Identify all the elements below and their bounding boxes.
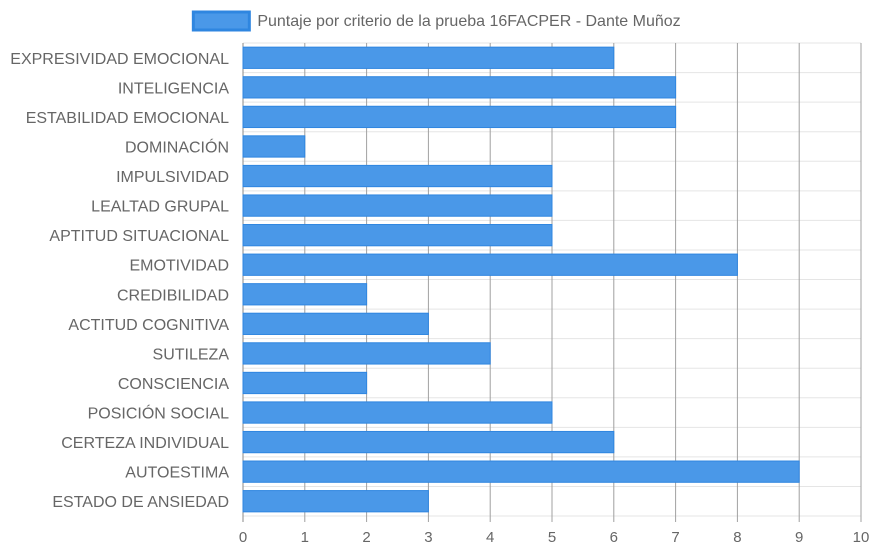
- category-label: IMPULSIVIDAD: [116, 169, 229, 186]
- category-label: POSICIÓN SOCIAL: [88, 404, 229, 423]
- category-label: INTELIGENCIA: [118, 80, 229, 97]
- category-label: CONSCIENCIA: [118, 376, 229, 393]
- category-label: CERTEZA INDIVIDUAL: [61, 435, 229, 452]
- category-label: ACTITUD COGNITIVA: [68, 317, 229, 334]
- bar[interactable]: [242, 460, 800, 483]
- x-tick-label: 1: [301, 529, 309, 546]
- bar[interactable]: [242, 135, 306, 158]
- bar[interactable]: [242, 224, 553, 247]
- bar[interactable]: [242, 430, 615, 454]
- x-tick-label: 10: [853, 529, 870, 546]
- category-label: EMOTIVIDAD: [129, 258, 229, 275]
- bar[interactable]: [242, 253, 738, 276]
- x-tick-label: 7: [671, 529, 679, 546]
- legend-label: Puntaje por criterio de la prueba 16FACP…: [257, 13, 680, 30]
- x-tick-label: 3: [424, 529, 432, 546]
- x-tick-label: 5: [548, 529, 556, 546]
- category-label: AUTOESTIMA: [125, 465, 229, 482]
- bar[interactable]: [242, 371, 368, 395]
- legend-swatch: [191, 10, 251, 32]
- bars: [242, 46, 800, 513]
- bar[interactable]: [242, 46, 615, 69]
- bar[interactable]: [242, 76, 677, 99]
- bar[interactable]: [242, 105, 677, 129]
- x-tick-label: 6: [610, 529, 618, 546]
- category-label: DOMINACIÓN: [125, 137, 229, 156]
- x-tick-label: 0: [239, 529, 247, 546]
- bar[interactable]: [242, 194, 553, 217]
- bar[interactable]: [242, 490, 429, 513]
- x-tick-label: 8: [733, 529, 741, 546]
- category-label: CREDIBILIDAD: [117, 287, 229, 304]
- x-tick-label: 4: [486, 529, 494, 546]
- category-label: SUTILEZA: [153, 346, 230, 363]
- bar[interactable]: [242, 342, 491, 365]
- x-tick-label: 9: [795, 529, 803, 546]
- category-label: ESTADO DE ANSIEDAD: [52, 494, 229, 511]
- category-label: LEALTAD GRUPAL: [91, 199, 229, 216]
- category-label: ESTABILIDAD EMOCIONAL: [26, 110, 229, 127]
- x-tick-labels: 0 1 2 3 4 5 6 7 8 9 10: [239, 529, 870, 546]
- bar[interactable]: [242, 164, 553, 188]
- category-labels: EXPRESIVIDAD EMOCIONAL INTELIGENCIA ESTABI…: [10, 51, 229, 511]
- bar[interactable]: [242, 312, 429, 335]
- bar[interactable]: [242, 401, 553, 424]
- bar[interactable]: [242, 283, 368, 306]
- category-label: EXPRESIVIDAD EMOCIONAL: [10, 51, 229, 68]
- category-label: APTITUD SITUACIONAL: [49, 228, 229, 245]
- legend[interactable]: Puntaje por criterio de la prueba 16FACP…: [191, 10, 681, 32]
- x-tick-label: 2: [362, 529, 370, 546]
